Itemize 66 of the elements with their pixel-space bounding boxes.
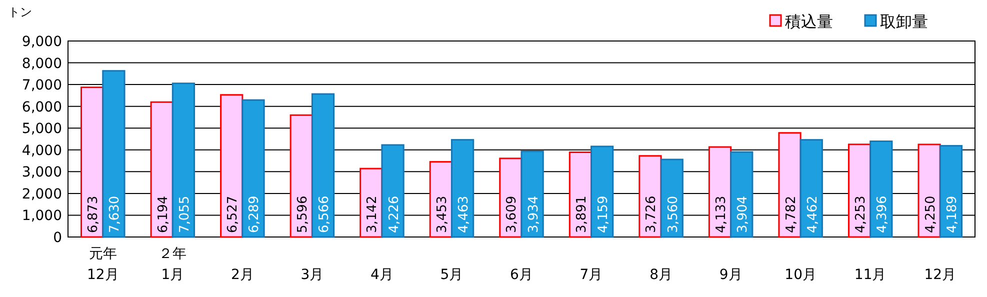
data-label: 6,527 — [226, 196, 241, 233]
data-label: 6,873 — [86, 196, 102, 233]
bar — [870, 140, 893, 238]
x-tick-label: 元年 12月 — [86, 246, 119, 283]
x-tick-label: 3月 — [300, 267, 324, 283]
x-tick-label: 8月 — [650, 267, 672, 283]
bar — [381, 144, 404, 238]
data-label: 4,226 — [386, 196, 402, 233]
x-tick-label: 9月 — [719, 267, 742, 283]
x-tick-label: 11月 — [854, 267, 886, 283]
legend-label: 取卸量 — [880, 12, 928, 31]
x-tick-label: 10月 — [784, 267, 816, 283]
y-tick-label: 4,000 — [22, 142, 62, 159]
data-label: 3,934 — [526, 196, 542, 233]
bar — [730, 151, 754, 238]
data-label: 6,566 — [317, 196, 332, 233]
y-axis-title: トン — [8, 5, 32, 19]
data-label: 3,904 — [736, 196, 751, 233]
data-label: 3,453 — [434, 196, 450, 233]
y-tick-label: 5,000 — [22, 121, 62, 138]
y-tick-label: 8,000 — [22, 56, 62, 72]
data-label: 3,891 — [574, 196, 590, 233]
x-tick-label: 7月 — [580, 267, 603, 283]
bar — [939, 145, 962, 238]
bar — [102, 70, 126, 238]
bar — [520, 150, 544, 238]
data-label: 4,463 — [456, 196, 472, 233]
data-label: 3,726 — [644, 196, 660, 233]
bar — [590, 146, 614, 238]
bar — [800, 139, 823, 238]
legend-label: 積込量 — [785, 12, 833, 31]
bar — [242, 99, 265, 238]
y-tick-label: 2,000 — [22, 186, 62, 202]
bar — [172, 82, 196, 238]
x-tick-label: 4月 — [370, 267, 394, 283]
data-label: 4,462 — [805, 196, 820, 233]
y-tick-label: 0 — [53, 230, 62, 246]
y-tick-label: 7,000 — [22, 78, 62, 94]
x-tick-label: 6月 — [510, 267, 533, 283]
data-label: 3,609 — [504, 196, 520, 233]
data-label: 4,159 — [596, 196, 612, 233]
bar — [660, 158, 684, 238]
x-tick-label: 12月 — [924, 267, 956, 283]
bar — [450, 139, 474, 238]
data-label: 4,250 — [923, 196, 938, 233]
y-tick-label: 3,000 — [22, 164, 62, 181]
data-label: 7,055 — [177, 196, 192, 233]
data-label: 5,596 — [295, 196, 310, 233]
data-label: 4,189 — [944, 196, 960, 233]
data-label: 7,630 — [108, 196, 123, 233]
y-tick-label: 6,000 — [22, 99, 62, 116]
data-label: 4,253 — [854, 196, 869, 233]
data-label: 3,142 — [365, 196, 380, 233]
data-label: 6,289 — [247, 196, 262, 233]
data-label: 4,396 — [875, 196, 890, 233]
y-tick-label: 1,000 — [22, 208, 62, 224]
data-label: 4,782 — [784, 196, 799, 233]
bar — [311, 93, 335, 238]
data-label: 3,560 — [666, 196, 681, 233]
x-tick-label: 2月 — [230, 267, 254, 283]
data-label: 4,133 — [714, 196, 729, 233]
x-tick-label: ２年 1月 — [158, 246, 187, 283]
x-tick-label: 5月 — [440, 267, 464, 283]
y-tick-label: 9,000 — [22, 34, 62, 50]
data-label: 6,194 — [156, 196, 171, 233]
bar — [778, 132, 802, 238]
